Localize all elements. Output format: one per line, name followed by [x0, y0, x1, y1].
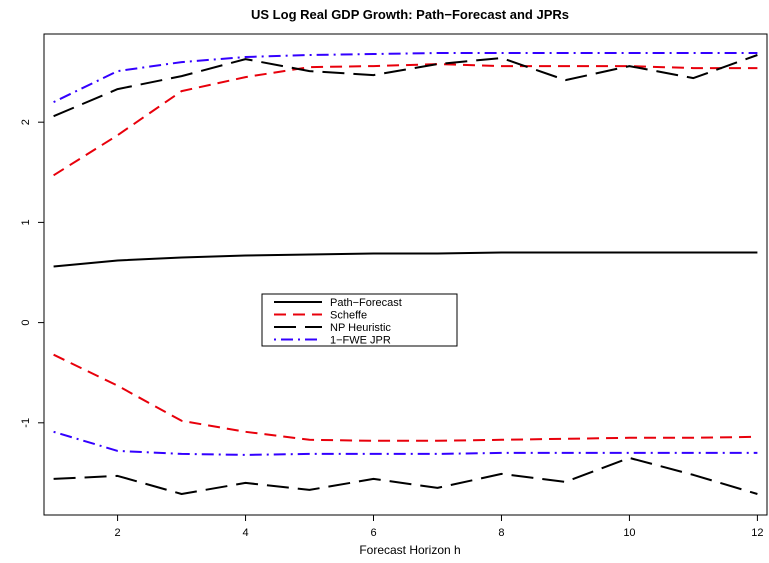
series-line-scheffe-lower	[53, 353, 758, 442]
series-line-np-heuristic-lower	[53, 456, 758, 495]
legend-label-1-fwe-jpr: 1−FWE JPR	[330, 335, 391, 347]
x-tick-label: 8	[498, 527, 504, 539]
y-tick-label: 2	[20, 119, 32, 125]
legend-label-scheffe: Scheffe	[330, 310, 367, 322]
x-tick-label: 6	[370, 527, 376, 539]
series-line-np-heuristic-upper	[53, 54, 758, 118]
y-axis: -1 0 1 2	[20, 119, 44, 428]
chart-title: US Log Real GDP Growth: Path−Forecast an…	[251, 7, 569, 22]
legend-label-np-heuristic: NP Heuristic	[330, 322, 391, 334]
series-line-1-fwe-jpr-lower	[53, 430, 758, 456]
x-axis: 2 4 6 8 10 12	[115, 515, 764, 539]
y-tick-label: -1	[20, 418, 32, 428]
legend-label-path-forecast: Path−Forecast	[330, 297, 402, 309]
x-tick-label: 12	[751, 527, 763, 539]
plot-area-frame	[43, 33, 768, 516]
x-tick-label: 2	[115, 527, 121, 539]
x-axis-label: Forecast Horizon h	[359, 543, 460, 557]
x-tick-label: 10	[623, 527, 635, 539]
x-tick-label: 4	[242, 527, 248, 539]
y-tick-label: 0	[20, 320, 32, 326]
series-line-path-forecast-upper	[53, 251, 758, 268]
series-line-scheffe-upper	[53, 63, 758, 177]
series-line-1-fwe-jpr-upper	[53, 52, 758, 103]
y-tick-label: 1	[20, 219, 32, 225]
series-layer	[53, 52, 758, 495]
